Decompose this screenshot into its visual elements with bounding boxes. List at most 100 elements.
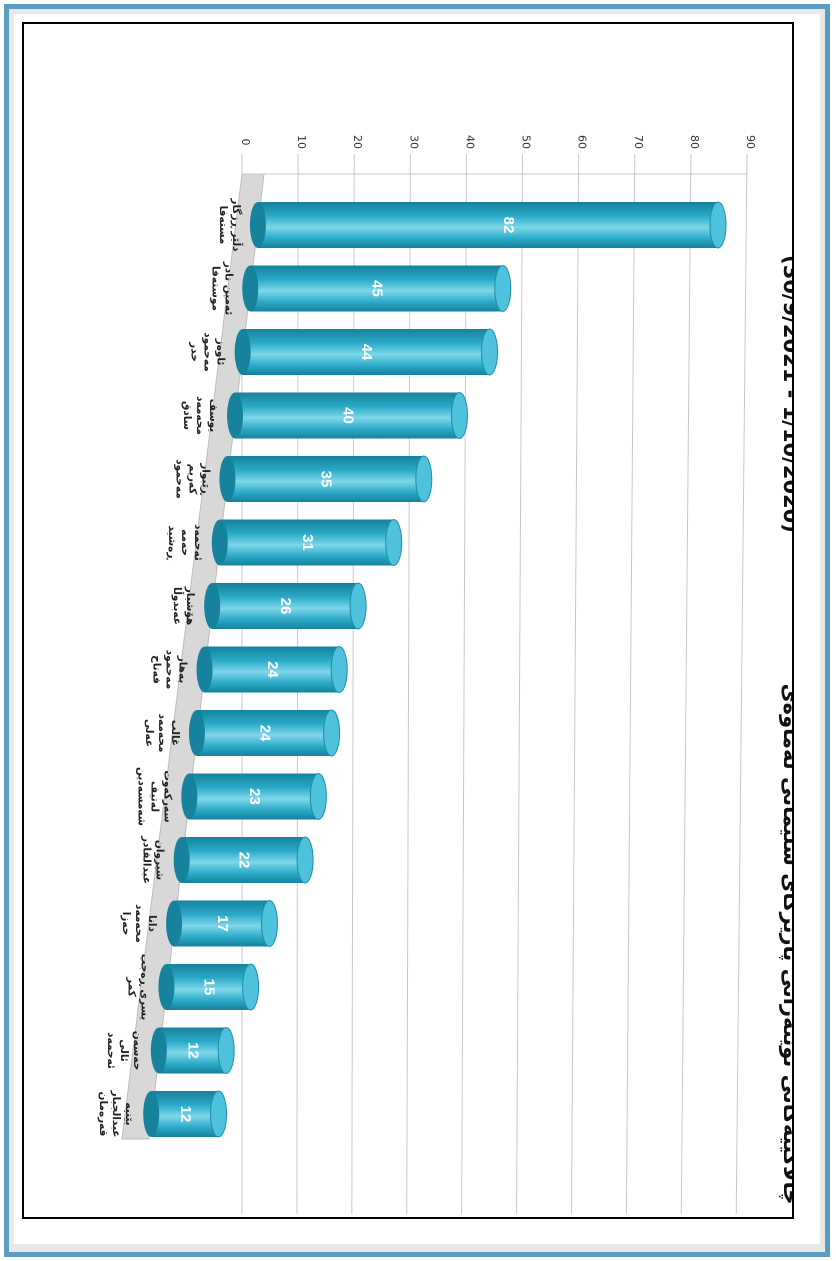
- category-label: ڕێبوار: [199, 462, 211, 495]
- category-label: یوسف: [207, 399, 219, 432]
- category-label: ئەحمەد: [192, 524, 204, 561]
- bar-cap: [481, 328, 499, 376]
- bar: [181, 837, 306, 883]
- bar-cap: [450, 392, 468, 439]
- category-label: قەرەمان: [97, 1092, 109, 1137]
- bar-base: [166, 900, 183, 947]
- y-axis-tick-label: 10: [295, 135, 308, 149]
- gridline: [735, 153, 748, 1215]
- category-label: موستەفا: [209, 266, 221, 311]
- bar-cap: [210, 1090, 228, 1138]
- data-label: 82: [500, 217, 517, 234]
- bar-base: [249, 202, 266, 248]
- bar: [219, 519, 394, 566]
- bar: [189, 773, 319, 820]
- data-label: 22: [235, 852, 252, 869]
- gridline: [625, 153, 636, 1215]
- bar-base: [196, 646, 213, 693]
- category-label: دانا: [146, 915, 158, 932]
- bar-base: [158, 964, 175, 1010]
- y-axis-tick-label: 80: [688, 135, 701, 149]
- category-label: شیروان: [154, 840, 166, 880]
- bar: [212, 583, 359, 629]
- category-label: هۆشیار: [184, 586, 196, 625]
- bar: [235, 392, 460, 439]
- bar: [196, 710, 332, 756]
- y-axis-tick-label: 60: [576, 135, 589, 149]
- bar-base: [173, 837, 190, 883]
- category-label: کەریم: [186, 464, 198, 496]
- gridline: [516, 153, 524, 1215]
- bar-base: [150, 1027, 167, 1074]
- category-label: خدر: [189, 341, 201, 362]
- data-label: 40: [339, 407, 356, 424]
- bar: [250, 265, 503, 312]
- chart-subtitle: (30/9/2021 - 1/10/2020): [779, 255, 792, 533]
- bar: [158, 1027, 227, 1074]
- category-label: ئەمین نادر: [222, 261, 234, 316]
- category-label: عبدالقادر: [141, 835, 153, 884]
- bar-cap: [242, 963, 260, 1011]
- data-label: 12: [185, 1042, 202, 1059]
- bar-cap: [217, 1027, 235, 1074]
- y-axis-tick-label: 0: [239, 139, 252, 146]
- category-label: عەبدوڵا: [171, 587, 184, 625]
- category-label: حەزا: [120, 912, 132, 936]
- category-label: محەمەد: [133, 904, 145, 943]
- bar-cap: [260, 900, 278, 947]
- bar: [242, 329, 490, 375]
- gridline: [406, 153, 411, 1215]
- category-label: لەتیف: [148, 781, 160, 812]
- data-label: 24: [264, 661, 281, 678]
- category-label: مەحمود: [173, 459, 185, 498]
- category-label: کمر: [125, 976, 137, 998]
- data-label: 35: [318, 471, 335, 488]
- category-label: حەسەن: [131, 1031, 143, 1071]
- bar-base: [234, 329, 251, 375]
- bar-cap: [330, 646, 348, 693]
- chart-title-group: چالاکییەکانی نوێنەرانی پارێزگای سلێمانی …: [779, 255, 792, 1204]
- bar-base: [181, 773, 198, 820]
- category-label: بەهار: [177, 655, 189, 684]
- data-label: 44: [358, 344, 375, 361]
- bar-cap: [323, 709, 341, 757]
- data-label: 23: [246, 788, 263, 805]
- gridline: [680, 153, 692, 1215]
- category-label: ئاوەز: [215, 338, 227, 366]
- category-label: بێنیە: [123, 1102, 135, 1125]
- category-label: مەحمود: [164, 650, 176, 689]
- bar-base: [242, 265, 259, 312]
- bar-base: [204, 583, 221, 629]
- y-axis-tick-label: 20: [351, 135, 364, 149]
- bar-cap: [296, 836, 314, 884]
- bar-cap: [309, 773, 327, 820]
- bar-base: [227, 392, 244, 439]
- category-label: عبدالجبار: [110, 1090, 122, 1138]
- bar-cap: [709, 201, 727, 249]
- category-label: سەرکەوت: [161, 770, 173, 822]
- bar: [166, 964, 251, 1010]
- data-label: 26: [277, 598, 294, 615]
- bar-cap: [415, 455, 433, 503]
- category-label: ئالی: [118, 1039, 130, 1062]
- bar-base: [188, 710, 205, 756]
- chart-title: چالاکییەکانی نوێنەرانی پارێزگای سلێمانی …: [779, 683, 792, 1204]
- category-label: دڵێر ڕزگار: [230, 197, 243, 252]
- chart-container: 0 10 20 30 40 50 60 70 80 90 82 دڵێر ڕزگار مستەفا 45 ئ…: [22, 22, 794, 1219]
- data-label: 45: [369, 280, 386, 297]
- bar-base: [143, 1091, 160, 1137]
- category-label: یسری ڕەجب: [138, 954, 150, 1021]
- y-axis-tick-label: 30: [407, 135, 420, 149]
- category-label: مەحمود: [202, 332, 214, 371]
- category-label: حەمە: [179, 529, 191, 556]
- category-label: مستەفا: [217, 206, 229, 245]
- bar: [257, 202, 718, 248]
- bar: [151, 1091, 219, 1137]
- category-label: ئەحمەد: [105, 1032, 117, 1069]
- bar-cap: [385, 519, 403, 566]
- category-label: محەمەد: [156, 714, 168, 753]
- bar-cap: [349, 582, 367, 630]
- gridline: [461, 153, 467, 1215]
